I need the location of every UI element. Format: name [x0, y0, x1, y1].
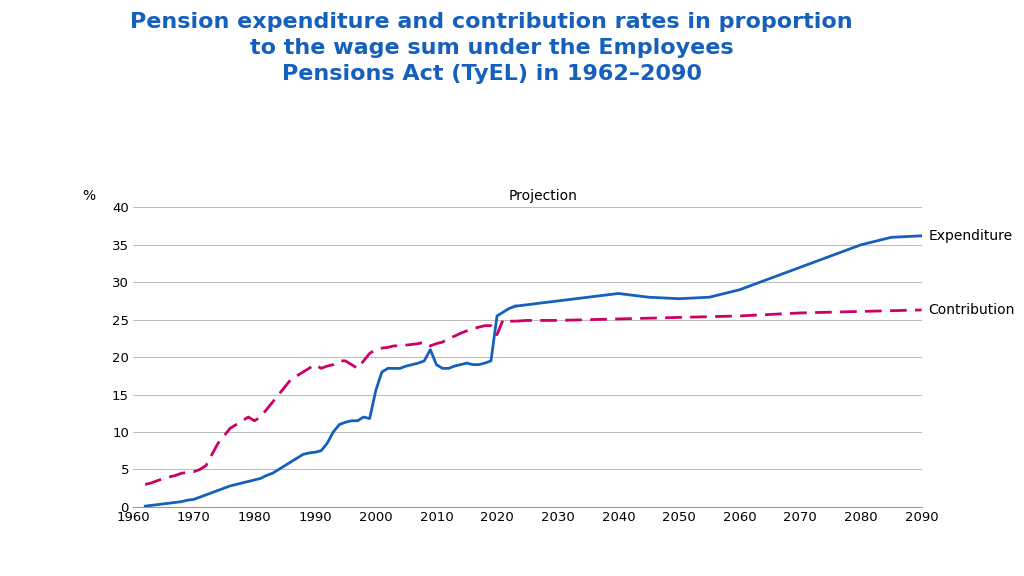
Text: | 26: | 26	[980, 528, 1004, 541]
Text: Contribution: Contribution	[929, 303, 1015, 317]
Text: %: %	[82, 190, 95, 203]
Text: Expenditure: Expenditure	[929, 229, 1013, 243]
Text: Pension expenditure and contribution rates in proportion
to the wage sum under t: Pension expenditure and contribution rat…	[130, 12, 853, 84]
Text: Projection: Projection	[509, 190, 578, 203]
